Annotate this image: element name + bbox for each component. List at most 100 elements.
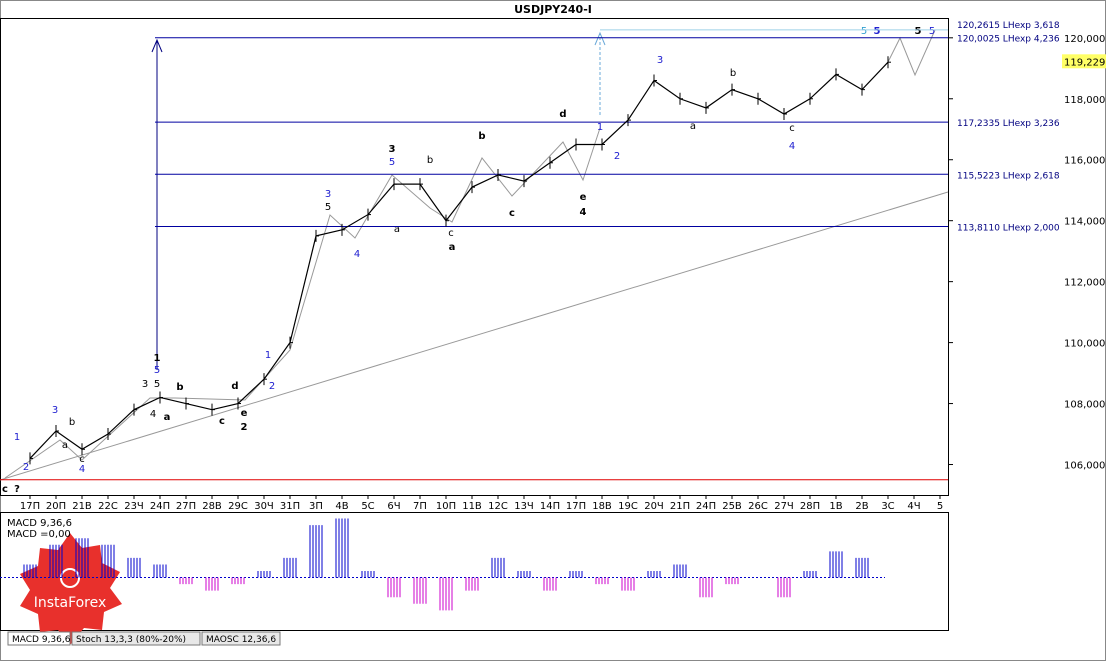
wave-label: c — [789, 123, 795, 134]
projection — [887, 29, 936, 77]
level-label: 120,2615 LHexp 3,618 — [957, 21, 1060, 31]
x-tick-label: 14П — [540, 501, 560, 512]
wave-label: 1 — [265, 350, 271, 361]
x-tick-label: 10П — [436, 501, 456, 512]
x-tick-label: 2В — [855, 501, 868, 512]
y-tick-label: 108,000 — [1064, 400, 1105, 411]
wave-label: 1 — [154, 353, 161, 364]
x-tick-label: 13Ч — [514, 501, 534, 512]
wave-label: e — [241, 408, 248, 419]
x-tick-label: 27Ч — [774, 501, 794, 512]
y-tick-label: 106,000 — [1064, 461, 1105, 472]
wave-label: e — [580, 192, 587, 203]
macd-label: MACD 9,36,6 — [7, 518, 72, 529]
y-tick-label: 110,000 — [1064, 339, 1105, 350]
wave-label: a — [164, 412, 171, 423]
trend-line — [0, 191, 949, 481]
x-tick-label: 26С — [748, 501, 768, 512]
wave-label: b — [176, 382, 183, 393]
wave-label: 5 — [861, 26, 867, 37]
tab-label: MACD 9,36,6 — [12, 635, 71, 645]
x-tick-label: 12С — [488, 501, 508, 512]
logo: InstaForex — [20, 533, 122, 645]
x-tick-label: 4В — [335, 501, 348, 512]
x-tick-label: 28П — [800, 501, 820, 512]
x-tick-label: 27П — [176, 501, 196, 512]
main-plot — [0, 18, 949, 496]
x-tick-label: 3С — [881, 501, 894, 512]
x-tick-label: 5С — [361, 501, 374, 512]
tab-label: Stoch 13,3,3 (80%-20%) — [76, 635, 186, 645]
arrow-head — [594, 31, 606, 46]
arrow-head — [151, 38, 163, 53]
wave-label: 3 — [657, 55, 663, 66]
x-tick-label: 1В — [829, 501, 842, 512]
logo-badge — [20, 533, 122, 645]
x-tick-label: 7П — [413, 501, 427, 512]
wave-label: c — [509, 208, 515, 219]
x-tick-label: 20Ч — [644, 501, 664, 512]
x-tick-label: 11В — [462, 501, 482, 512]
wave-label: b — [69, 417, 75, 428]
wave-label: 3 — [142, 379, 148, 390]
x-tick-label: 6Ч — [387, 501, 400, 512]
wave-label: d — [559, 109, 566, 120]
x-tick-label: 30Ч — [254, 501, 274, 512]
x-tick-label: 29С — [228, 501, 248, 512]
y-tick-label: 118,000 — [1064, 95, 1105, 106]
wave-label: 4 — [580, 207, 587, 218]
x-tick-label: 18В — [592, 501, 612, 512]
level-label: 115,5223 LHexp 2,618 — [957, 171, 1060, 181]
x-tick-label: 25В — [722, 501, 742, 512]
wave-label: a — [394, 224, 400, 235]
wave-label: d — [231, 381, 238, 392]
wave-label: a — [449, 242, 456, 253]
price-line — [29, 61, 889, 459]
x-tick-label: 21В — [72, 501, 92, 512]
current-price-box — [1062, 54, 1106, 69]
y-tick-label: 114,000 — [1064, 217, 1105, 228]
macd-label: MACD =0,00 — [7, 529, 71, 540]
x-tick-label: 24П — [150, 501, 170, 512]
wave-label: 1 — [14, 432, 20, 443]
wave-label: c — [2, 484, 8, 495]
logo-text: InstaForex — [34, 595, 107, 611]
x-tick-label: 28В — [202, 501, 222, 512]
wave-label: b — [478, 131, 485, 142]
tab-label: MAOSC 12,36,6 — [206, 635, 276, 645]
level-label: 113,8110 LHexp 2,000 — [957, 223, 1060, 233]
current-price: 119,229 — [1064, 57, 1105, 68]
wave-label: 1 — [597, 122, 603, 133]
wave-label: 5 — [325, 202, 331, 213]
wave-label: a — [62, 440, 68, 451]
wave-label: 5 — [874, 26, 881, 37]
y-tick-label: 112,000 — [1064, 278, 1105, 289]
x-tick-label: 17П — [566, 501, 586, 512]
y-tick-label: 116,000 — [1064, 156, 1105, 167]
macd-plot — [0, 512, 949, 631]
tab — [71, 631, 201, 646]
x-tick-label: 24П — [696, 501, 716, 512]
x-tick-label: 21П — [670, 501, 690, 512]
wave-label: 2 — [241, 422, 248, 433]
x-tick-label: 4Ч — [907, 501, 920, 512]
x-tick-label: 20П — [46, 501, 66, 512]
wave-label: 4 — [79, 464, 85, 475]
wave-label: c — [219, 416, 225, 427]
level-label: 120,0025 LHexp 4,236 — [957, 35, 1060, 45]
wave-label: b — [427, 155, 433, 166]
tab — [7, 631, 71, 646]
wave-label: 3 — [389, 144, 396, 155]
wave-label: a — [690, 121, 696, 132]
wave-label: 4 — [789, 141, 795, 152]
x-tick-label: 19С — [618, 501, 638, 512]
wave-label: ? — [14, 484, 20, 495]
x-tick-label: 3П — [309, 501, 323, 512]
wave-label: 3 — [325, 189, 331, 200]
wave-label: 5 — [154, 379, 160, 390]
chart-title: USDJPY240-I — [514, 3, 592, 16]
y-tick-label: 120,000 — [1064, 34, 1105, 45]
